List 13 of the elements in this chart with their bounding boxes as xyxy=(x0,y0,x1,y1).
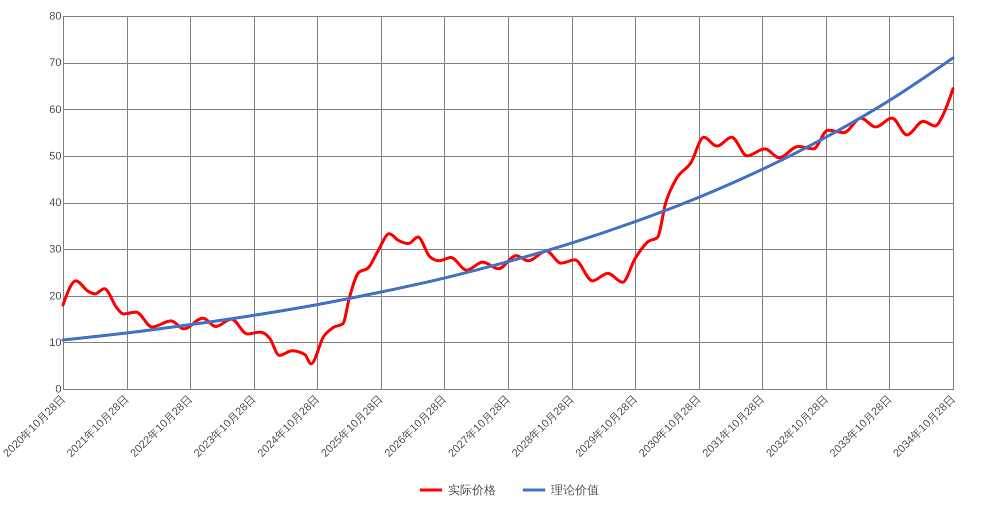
legend-label: 理论价值 xyxy=(551,483,599,497)
y-tick-label: 70 xyxy=(49,57,62,70)
y-tick-label: 50 xyxy=(49,150,62,162)
y-tick-label: 40 xyxy=(49,197,62,209)
legend-label: 实际价格 xyxy=(448,483,496,497)
line-series xyxy=(62,56,954,342)
y-tick-label: 30 xyxy=(49,244,62,256)
line-series xyxy=(62,87,954,366)
y-tick-label: 60 xyxy=(49,104,62,116)
y-tick-label: 20 xyxy=(49,290,62,302)
y-tick-label: 0 xyxy=(55,384,62,396)
y-tick-label: 10 xyxy=(49,336,62,349)
y-tick-label: 80 xyxy=(49,10,62,22)
